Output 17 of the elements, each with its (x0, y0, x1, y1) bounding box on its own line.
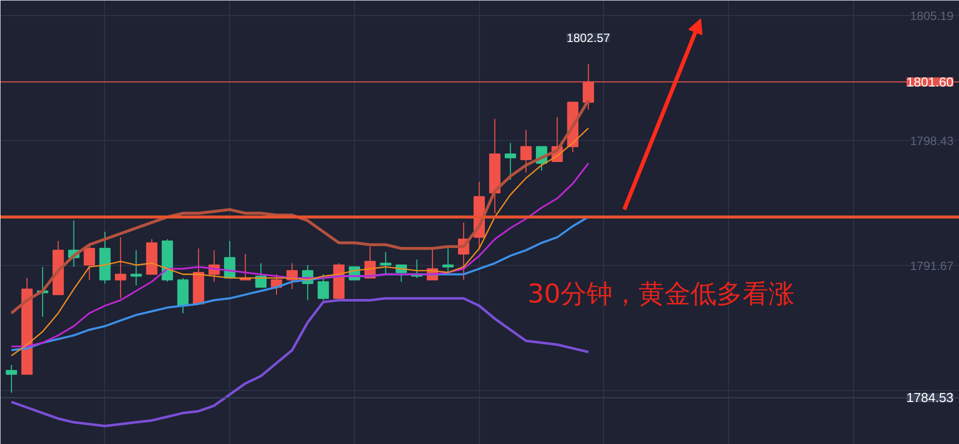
annotation: 1802.57 (566, 30, 610, 45)
candlestick (84, 244, 96, 280)
candlestick (6, 364, 18, 394)
y-tick-label: 1805.19 (910, 8, 954, 23)
candlestick (504, 142, 516, 180)
candlestick (520, 130, 532, 174)
candlestick (380, 252, 392, 275)
annotation: 30分钟，黄金低多看涨 (528, 280, 795, 310)
y-tick-label: 1798.43 (910, 134, 954, 148)
candlestick (114, 236, 126, 299)
ref-line-label: 1784.53 (906, 390, 954, 406)
ref-line-label: 1801.60 (906, 74, 954, 90)
candlestick (442, 248, 454, 273)
y-tick-label: 1791.67 (910, 259, 954, 274)
candlestick (130, 250, 142, 286)
candlestick (318, 274, 329, 301)
candlestick (255, 262, 267, 288)
